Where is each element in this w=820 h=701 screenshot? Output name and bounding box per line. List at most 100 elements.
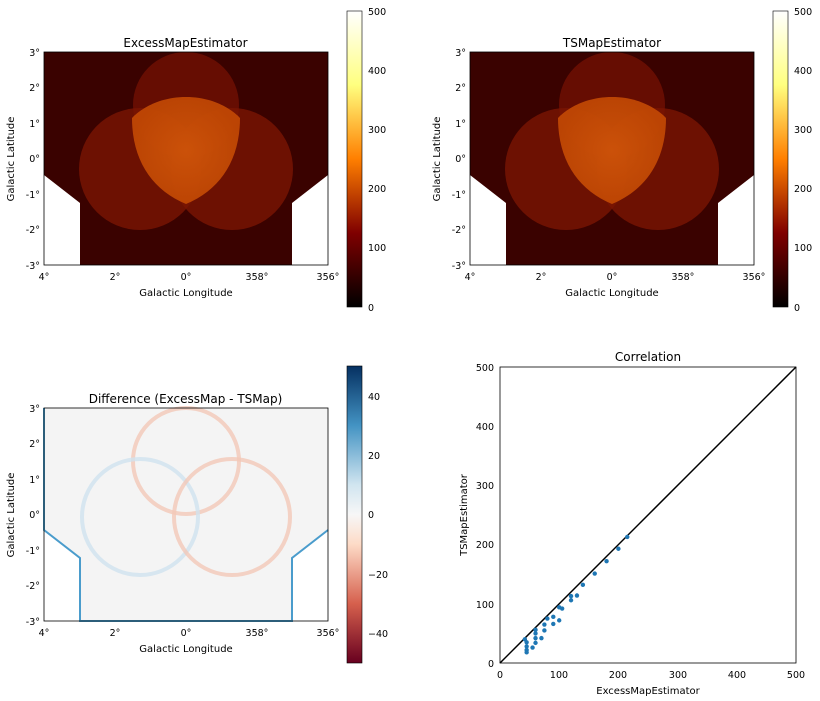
ts-colorbar-tick: 100	[794, 243, 812, 254]
diff-xtick: 356°	[317, 628, 340, 639]
corr-point	[574, 593, 580, 598]
panel-ts-title: TSMapEstimator	[562, 36, 661, 50]
panel-ts: TSMapEstimator 4° 2° 0° 358° 356° 3° 2° …	[432, 7, 812, 314]
excess-ytick: 2°	[29, 83, 40, 94]
ts-colorbar-tick: 400	[794, 66, 812, 77]
excess-center-overlap	[132, 97, 240, 204]
excess-colorbar-tick: 300	[368, 125, 386, 136]
corr-point	[616, 546, 621, 551]
ts-ytick: -1°	[452, 190, 466, 201]
corr-point	[542, 628, 547, 633]
corr-point	[568, 593, 574, 599]
corr-xlabel: ExcessMapEstimator	[596, 686, 700, 697]
panel-corr: Correlation 0 100 200 300 400 500 500 40…	[459, 350, 805, 697]
excess-ytick: -2°	[26, 225, 40, 236]
corr-xtick: 100	[550, 670, 568, 681]
ts-colorbar-gradient	[772, 10, 789, 308]
corr-point	[539, 635, 544, 641]
corr-point	[551, 614, 556, 620]
excess-colorbar-tick: 0	[368, 303, 374, 314]
ts-xtick: 358°	[672, 272, 695, 283]
ts-colorbar-tick: 500	[794, 7, 812, 18]
ts-ytick: 1°	[455, 119, 466, 130]
corr-xtick: 200	[609, 670, 627, 681]
diff-xtick: 0°	[181, 628, 192, 639]
excess-ylabel: Galactic Latitude	[6, 117, 17, 202]
corr-point	[580, 582, 586, 588]
corr-point	[533, 635, 538, 641]
corr-point	[557, 618, 562, 623]
diff-ring-left	[80, 457, 200, 577]
corr-point	[551, 621, 556, 627]
ts-colorbar-tick: 300	[794, 125, 812, 136]
corr-point	[533, 627, 538, 633]
excess-xtick: 2°	[110, 272, 121, 283]
ts-axes-frame	[469, 51, 755, 266]
corr-xticks: 0 100 200 300 400 500	[497, 670, 805, 681]
excess-colorbar-tick: 100	[368, 243, 386, 254]
corr-identity-line	[499, 366, 797, 664]
corr-point	[604, 558, 609, 564]
corr-ytick: 400	[476, 422, 494, 433]
corr-point	[559, 606, 565, 611]
corr-point	[545, 616, 550, 621]
excess-xticks: 4° 2° 0° 358° 356°	[39, 272, 340, 283]
panel-diff-title: Difference (ExcessMap - TSMap)	[89, 392, 283, 406]
diff-ytick: 3°	[29, 404, 40, 415]
excess-xlabel: Galactic Longitude	[139, 288, 232, 299]
ts-xtick: 356°	[743, 272, 766, 283]
diff-colorbar: 40 20 0 −20 −40	[346, 365, 388, 664]
diff-ytick: 1°	[29, 475, 40, 486]
corr-point	[592, 571, 597, 576]
corr-ytick: 100	[476, 600, 494, 611]
excess-xtick: 0°	[181, 272, 192, 283]
excess-colorbar-tick: 500	[368, 7, 386, 18]
ts-ylabel: Galactic Latitude	[432, 117, 443, 202]
excess-ytick: 0°	[29, 154, 40, 165]
ts-center-overlap	[558, 97, 666, 204]
ts-xtick: 2°	[536, 272, 547, 283]
panel-corr-title: Correlation	[615, 350, 681, 364]
corr-point	[533, 640, 538, 646]
ts-ytick: -2°	[452, 225, 466, 236]
excess-map-image	[44, 52, 328, 265]
diff-colorbar-tick: 20	[368, 451, 380, 462]
excess-xtick: 356°	[317, 272, 340, 283]
excess-xtick: 358°	[246, 272, 269, 283]
corr-point	[530, 645, 535, 650]
diff-axes-frame	[43, 407, 329, 622]
diff-ytick: -3°	[26, 617, 40, 628]
diff-colorbar-tick: 0	[368, 510, 374, 521]
excess-colorbar-gradient	[346, 10, 363, 308]
diff-xlabel: Galactic Longitude	[139, 644, 232, 655]
diff-ytick: -1°	[26, 546, 40, 557]
diff-colorbar-tick: −40	[368, 629, 388, 640]
diff-xtick: 2°	[110, 628, 121, 639]
corr-point	[524, 640, 529, 645]
corr-point	[625, 534, 630, 540]
panel-diff: Difference (ExcessMap - TSMap) 4° 2° 0° …	[6, 365, 388, 664]
diff-xtick: 358°	[246, 628, 269, 639]
diff-ylabel: Galactic Latitude	[6, 473, 17, 558]
diff-colorbar-tick: 40	[368, 392, 380, 403]
excess-ytick: 1°	[29, 119, 40, 130]
ts-ytick: -3°	[452, 261, 466, 272]
diff-ring-right	[172, 457, 292, 577]
corr-ytick: 500	[476, 363, 494, 374]
corr-point	[542, 622, 547, 627]
excess-ytick: -3°	[26, 261, 40, 272]
diff-xtick: 4°	[39, 628, 50, 639]
corr-yticks: 500 400 300 200 100 0	[476, 363, 494, 670]
ts-ytick: 2°	[455, 83, 466, 94]
ts-ytick: 3°	[455, 48, 466, 59]
excess-colorbar-tick: 200	[368, 184, 386, 195]
ts-map-image	[470, 52, 754, 265]
ts-colorbar: 500 400 300 200 100 0	[772, 7, 812, 314]
panel-excess: ExcessMapEstimator 4° 2° 0° 358° 356° 3°…	[6, 7, 386, 314]
excess-xtick: 4°	[39, 272, 50, 283]
corr-ylabel: TSMapEstimator	[459, 473, 470, 557]
diff-yticks: 3° 2° 1° 0° -1° -2° -3°	[26, 404, 40, 628]
excess-ytick: 3°	[29, 48, 40, 59]
diff-ytick: 2°	[29, 439, 40, 450]
diff-ytick: -2°	[26, 581, 40, 592]
